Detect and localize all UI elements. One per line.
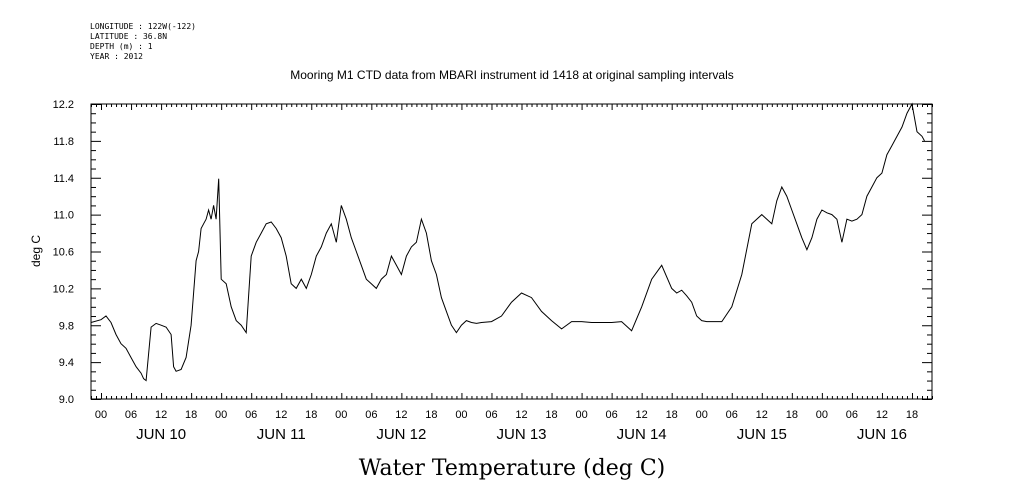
y-tick-label: 9.8 [59,320,74,332]
longitude-label: LONGITUDE : 122W(-122) [90,22,196,31]
x-day-label: JUN 14 [617,426,667,443]
y-tick-label: 11.0 [53,210,74,222]
x-tick-label: 00 [455,409,467,421]
x-tick-label: 18 [666,409,678,421]
x-tick-label: 18 [185,409,197,421]
x-tick-label: 00 [95,409,107,421]
y-axis-ticks: 9.0 9.4 9.8 10.2 10.6 11.0 11.4 11.8 12.2 [53,99,932,406]
latitude-label: LATITUDE : 36.8N [90,32,168,41]
x-day-label: JUN 15 [737,426,787,443]
x-tick-label: 18 [545,409,557,421]
x-day-label: JUN 11 [257,426,306,443]
x-tick-label: 12 [275,409,287,421]
x-day-label: JUN 16 [857,426,907,443]
x-tick-label: 00 [575,409,587,421]
x-tick-label: 06 [485,409,497,421]
x-tick-label: 18 [305,409,317,421]
x-tick-label: 12 [155,409,167,421]
x-tick-label: 06 [726,409,738,421]
y-tick-label: 10.6 [53,247,74,259]
x-tick-label: 06 [605,409,617,421]
x-day-label: JUN 10 [136,426,186,443]
plot-frame [90,103,933,400]
station-metadata: LONGITUDE : 122W(-122) LATITUDE : 36.8N … [90,22,196,62]
x-tick-label: 00 [215,409,227,421]
x-tick-label: 12 [636,409,648,421]
x-tick-label: 00 [816,409,828,421]
y-tick-label: 12.2 [53,99,74,111]
x-tick-label: 06 [245,409,257,421]
y-tick-label: 11.8 [53,136,74,148]
chart-subtitle: Water Temperature (deg C) [359,456,666,481]
x-day-label: JUN 13 [496,426,546,443]
y-tick-label: 10.2 [53,283,74,295]
year-label: YEAR : 2012 [90,52,143,61]
x-tick-label: 06 [125,409,137,421]
x-tick-label: 12 [756,409,768,421]
x-day-label: JUN 12 [376,426,426,443]
x-tick-label: 12 [515,409,527,421]
x-tick-label: 18 [425,409,437,421]
plot-title: Mooring M1 CTD data from MBARI instrumen… [290,68,734,82]
x-axis-ticks: 00 06 12 18 00 06 12 18 00 06 12 18 00 06 12 18 00 06 12 18… [91,104,933,443]
x-tick-label: 06 [365,409,377,421]
y-tick-label: 11.4 [53,173,74,185]
x-tick-label: 18 [906,409,918,421]
y-axis-label: deg C [29,235,43,267]
x-tick-label: 12 [876,409,888,421]
y-tick-label: 9.0 [59,394,74,406]
x-tick-label: 18 [786,409,798,421]
x-tick-label: 00 [696,409,708,421]
x-tick-label: 06 [846,409,858,421]
y-tick-label: 9.4 [59,357,74,369]
x-tick-label: 00 [335,409,347,421]
x-tick-label: 12 [395,409,407,421]
water-temperature-line [90,102,925,382]
depth-label: DEPTH (m) : 1 [90,42,153,51]
